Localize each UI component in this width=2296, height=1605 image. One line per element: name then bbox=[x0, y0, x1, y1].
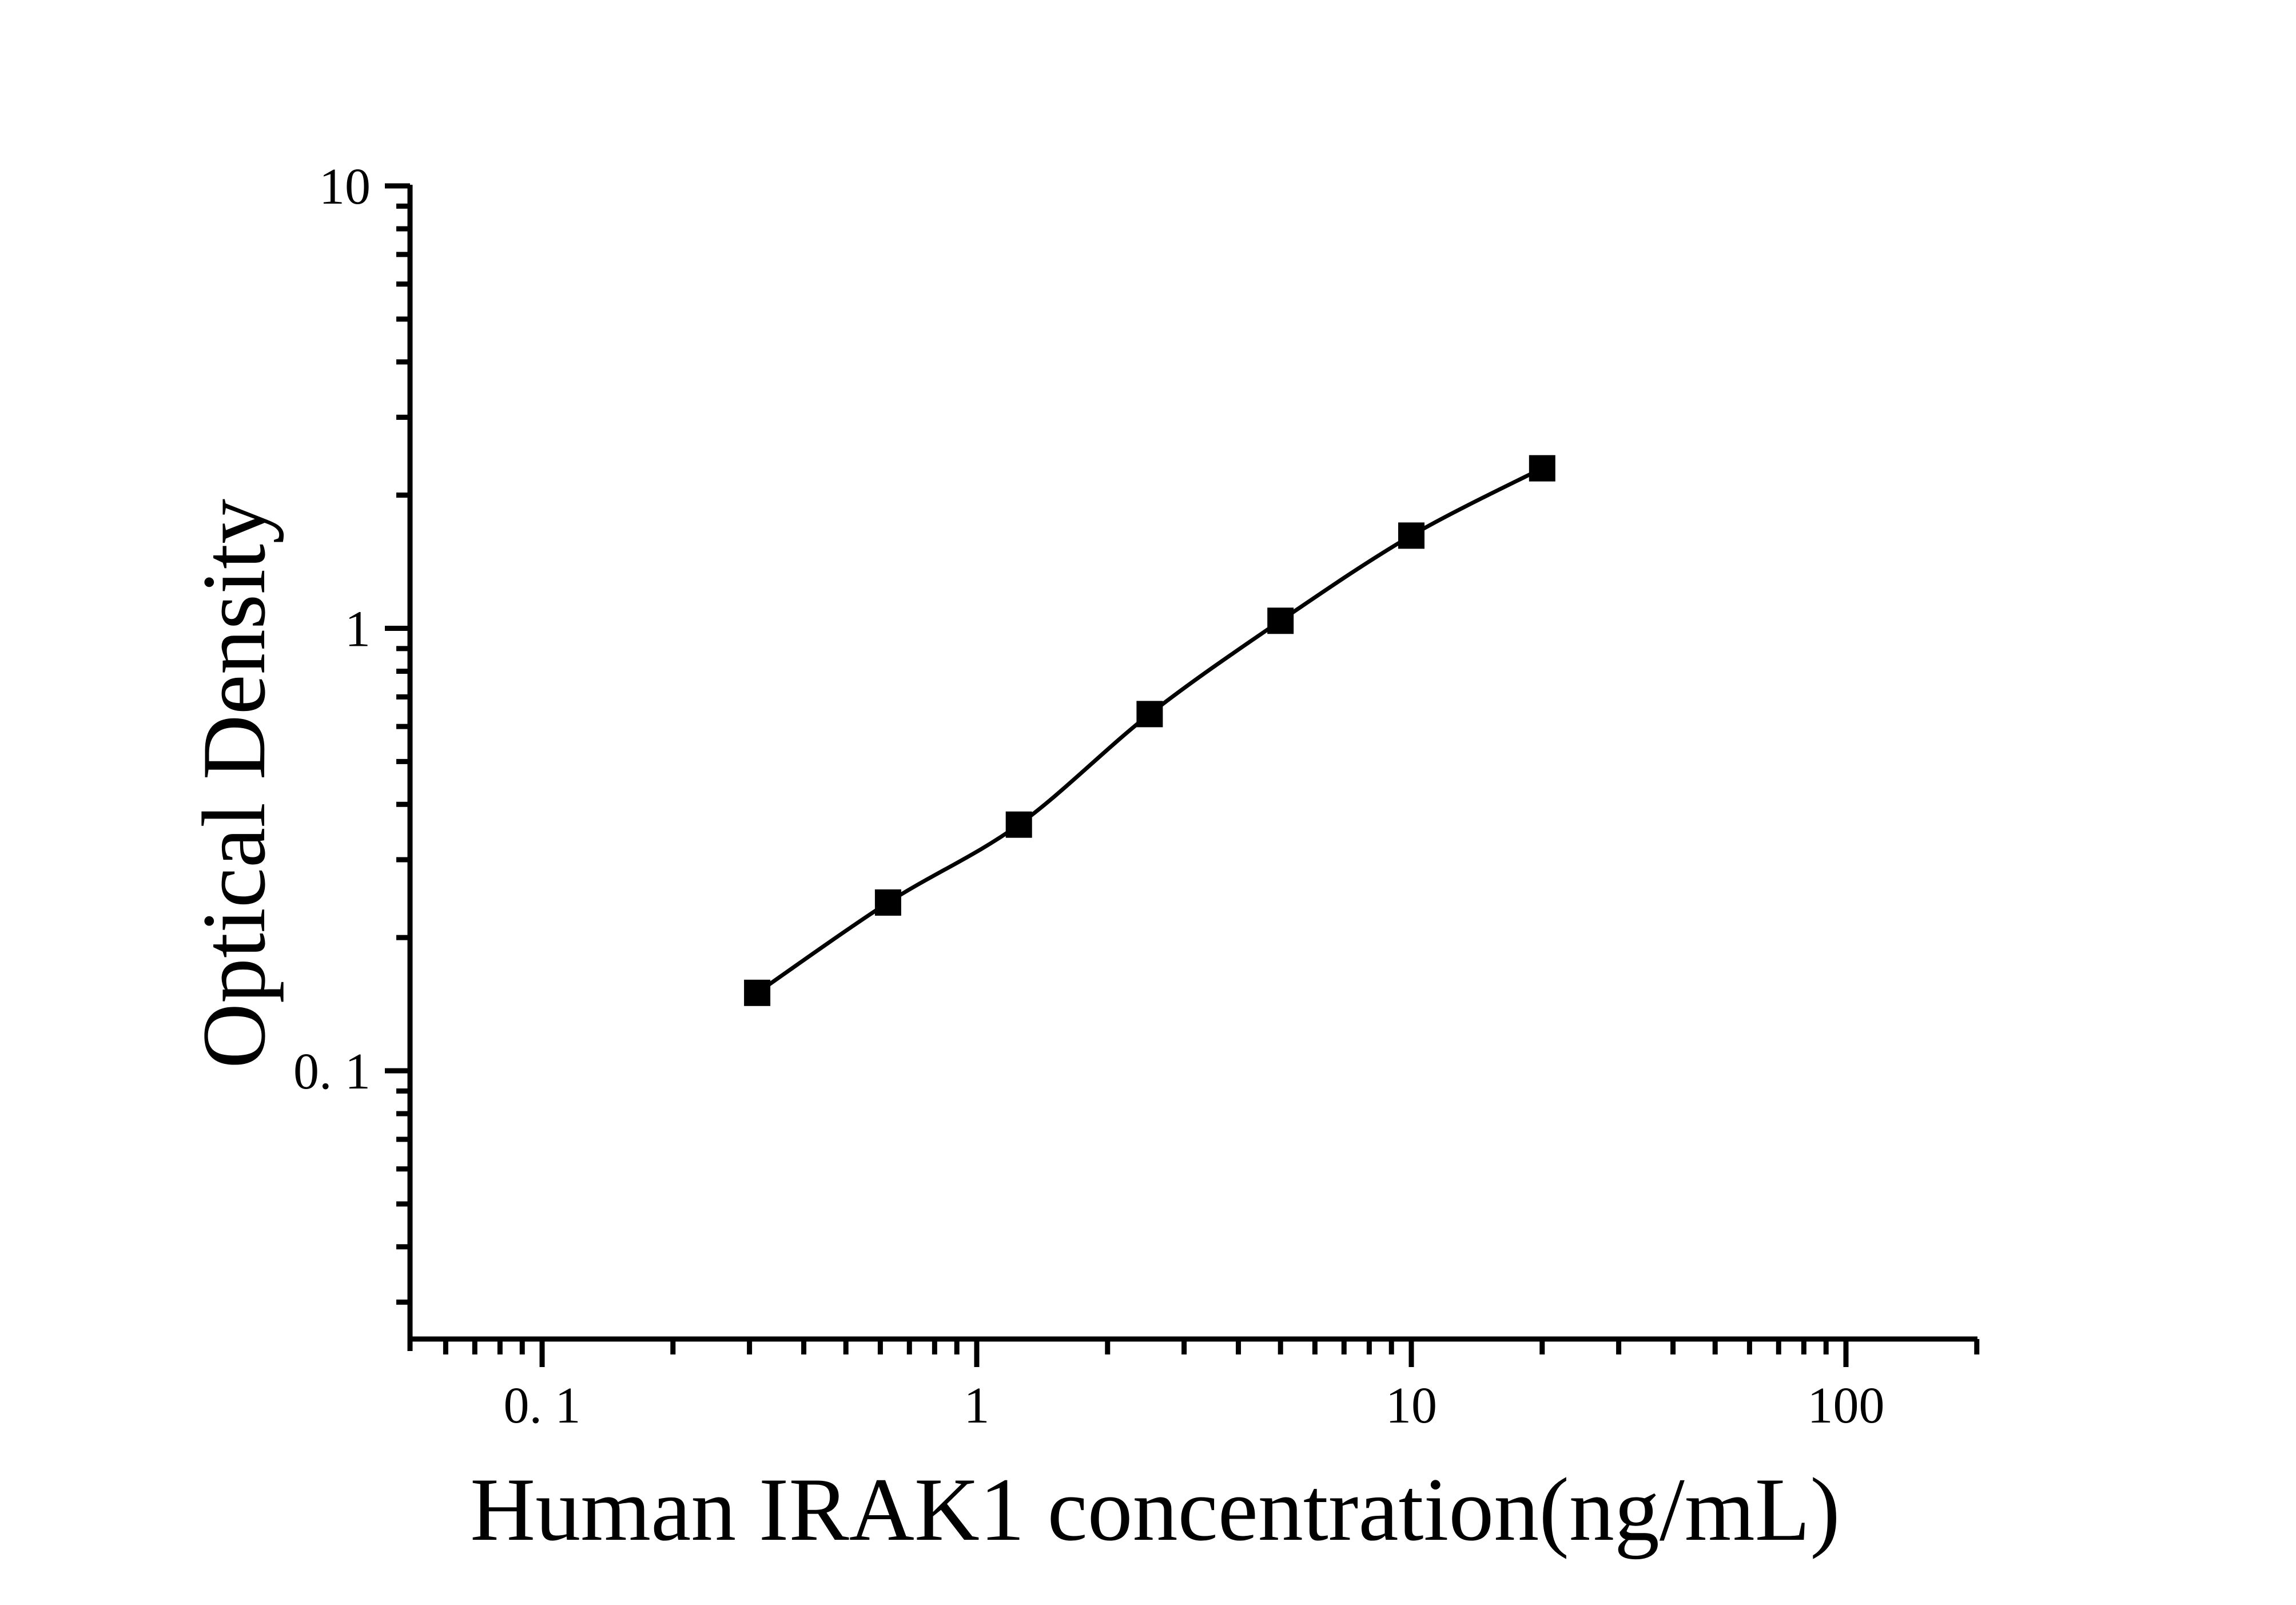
y-tick-label: 0. 1 bbox=[293, 1043, 371, 1100]
data-point-marker bbox=[1267, 607, 1294, 634]
data-point-marker bbox=[1398, 522, 1424, 549]
data-point-marker bbox=[1005, 811, 1032, 838]
x-tick-label: 100 bbox=[1808, 1377, 1885, 1434]
y-axis-title: Optical Density bbox=[184, 499, 284, 1068]
y-tick-label: 1 bbox=[345, 601, 371, 658]
axis-ticks bbox=[385, 183, 1980, 1367]
x-axis-title: Human IRAK1 concentration(ng/mL) bbox=[470, 1460, 1840, 1560]
y-tick-label: 10 bbox=[319, 158, 371, 215]
x-tick-label: 10 bbox=[1386, 1377, 1437, 1434]
data-point-marker bbox=[1136, 701, 1163, 728]
axis-tick-labels: 0. 1 1 10 100 10 1 0. 1 bbox=[293, 158, 1885, 1434]
data-series bbox=[744, 455, 1555, 1006]
data-point-marker bbox=[1529, 455, 1555, 482]
x-tick-label: 0. 1 bbox=[504, 1377, 581, 1434]
x-tick-label: 1 bbox=[964, 1377, 990, 1434]
axes bbox=[407, 185, 1977, 1351]
data-point-marker bbox=[744, 979, 771, 1006]
data-point-marker bbox=[874, 889, 901, 916]
